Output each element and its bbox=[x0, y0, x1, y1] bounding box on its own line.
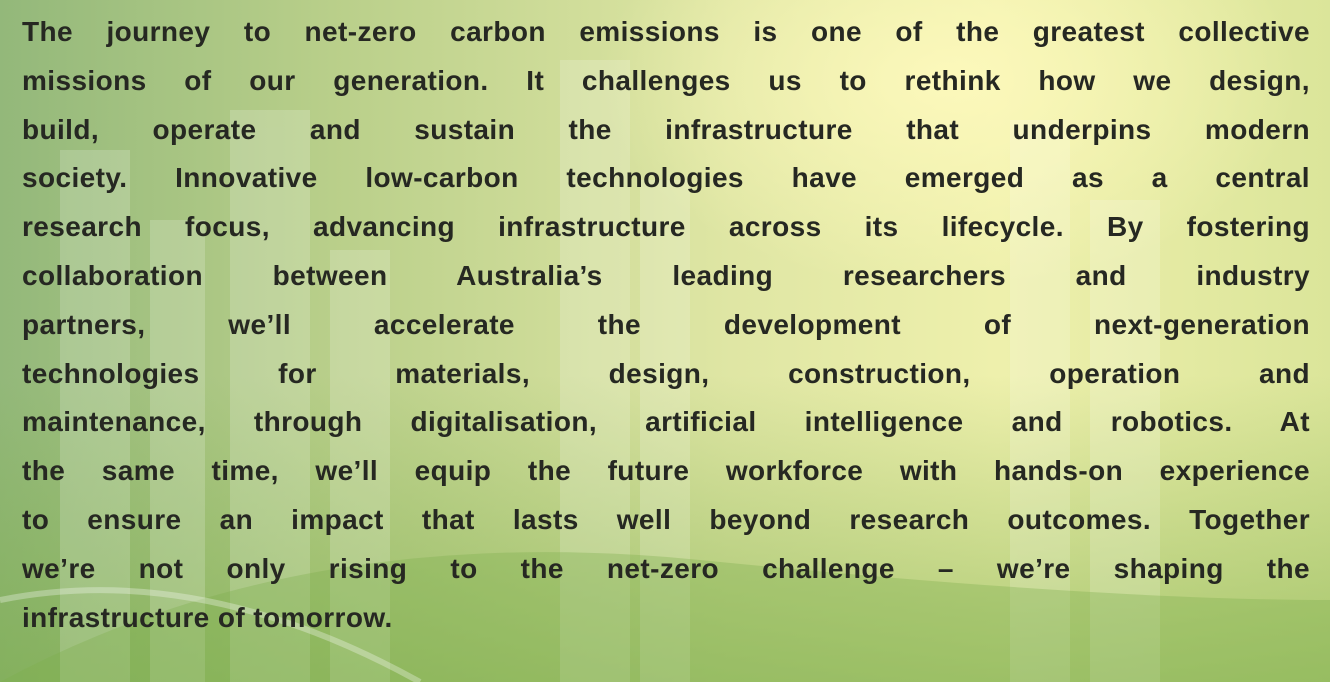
text-line: missions of our generation. It challenge… bbox=[22, 64, 1310, 96]
text-line: society. Innovative low-carbon technolog… bbox=[22, 162, 1310, 194]
text-line: maintenance, through digitalisation, art… bbox=[22, 406, 1310, 438]
paragraph: The journey to net-zero carbon emissions… bbox=[22, 8, 1310, 642]
text-line: technologies for materials, design, cons… bbox=[22, 357, 1310, 389]
text-line: The journey to net-zero carbon emissions… bbox=[22, 16, 1310, 47]
text-line: collaboration between Australia’s leadin… bbox=[22, 259, 1310, 291]
text-line: we’re not only rising to the net-zero ch… bbox=[22, 552, 1310, 584]
text-line: research focus, advancing infrastructure… bbox=[22, 211, 1310, 243]
text-line: to ensure an impact that lasts well beyo… bbox=[22, 503, 1310, 535]
text-line: build, operate and sustain the infrastru… bbox=[22, 113, 1310, 145]
text-line: the same time, we’ll equip the future wo… bbox=[22, 455, 1310, 487]
text-line: partners, we’ll accelerate the developme… bbox=[22, 308, 1310, 340]
text-line: infrastructure of tomorrow. bbox=[22, 601, 393, 633]
